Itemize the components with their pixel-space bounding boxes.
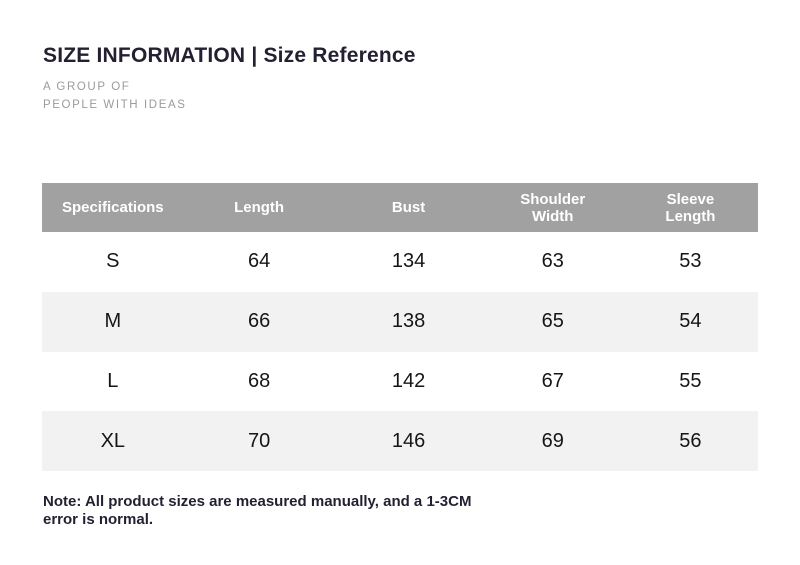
table-row-size-s: S 64 134 63 53: [42, 232, 758, 292]
length-value-cell: 70: [247, 429, 271, 452]
shoulder-width-value-cell: 69: [541, 429, 564, 452]
size-label-cell: L: [107, 369, 119, 392]
table-row-size-l: L 68 142 67 55: [42, 351, 758, 412]
sleeve-length-value-cell: 55: [679, 369, 702, 392]
measurement-note: Note: All product sizes are measured man…: [43, 493, 472, 528]
bust-value-cell: 138: [391, 310, 426, 333]
sleeve-length-value-cell: 53: [679, 250, 702, 273]
brand-tagline-line2: PEOPLE WITH IDEAS: [43, 99, 187, 111]
shoulder-width-value-cell: 65: [541, 310, 564, 333]
sleeve-length-value-cell: 54: [679, 310, 702, 333]
column-header-shoulder-width: Shoulder Width: [520, 190, 586, 225]
size-label-cell: S: [106, 250, 120, 273]
shoulder-width-value-cell: 67: [541, 369, 564, 392]
shoulder-width-value-cell: 63: [541, 250, 564, 273]
column-header-specifications: Specifications: [61, 199, 164, 216]
bust-value-cell: 146: [391, 429, 426, 452]
size-reference-table: Specifications Length Bust Shoulder Widt…: [42, 183, 758, 471]
bust-value-cell: 134: [391, 250, 426, 273]
length-value-cell: 66: [247, 310, 271, 333]
table-row-size-m: M 66 138 65 54: [42, 291, 758, 352]
size-label-cell: XL: [100, 429, 126, 452]
bust-value-cell: 142: [391, 369, 426, 392]
brand-tagline-line1: A GROUP OF: [43, 81, 131, 93]
column-header-sleeve-length: Sleeve Length: [665, 190, 716, 225]
table-header-row: Specifications Length Bust Shoulder Widt…: [42, 183, 758, 232]
table-row-size-xl: XL 70 146 69 56: [42, 411, 758, 471]
column-header-bust: Bust: [391, 199, 426, 216]
length-value-cell: 64: [247, 250, 271, 273]
page-title: SIZE INFORMATION | Size Reference: [43, 44, 416, 67]
length-value-cell: 68: [247, 369, 271, 392]
size-label-cell: M: [104, 310, 122, 333]
sleeve-length-value-cell: 56: [679, 429, 702, 452]
column-header-length: Length: [234, 199, 285, 216]
